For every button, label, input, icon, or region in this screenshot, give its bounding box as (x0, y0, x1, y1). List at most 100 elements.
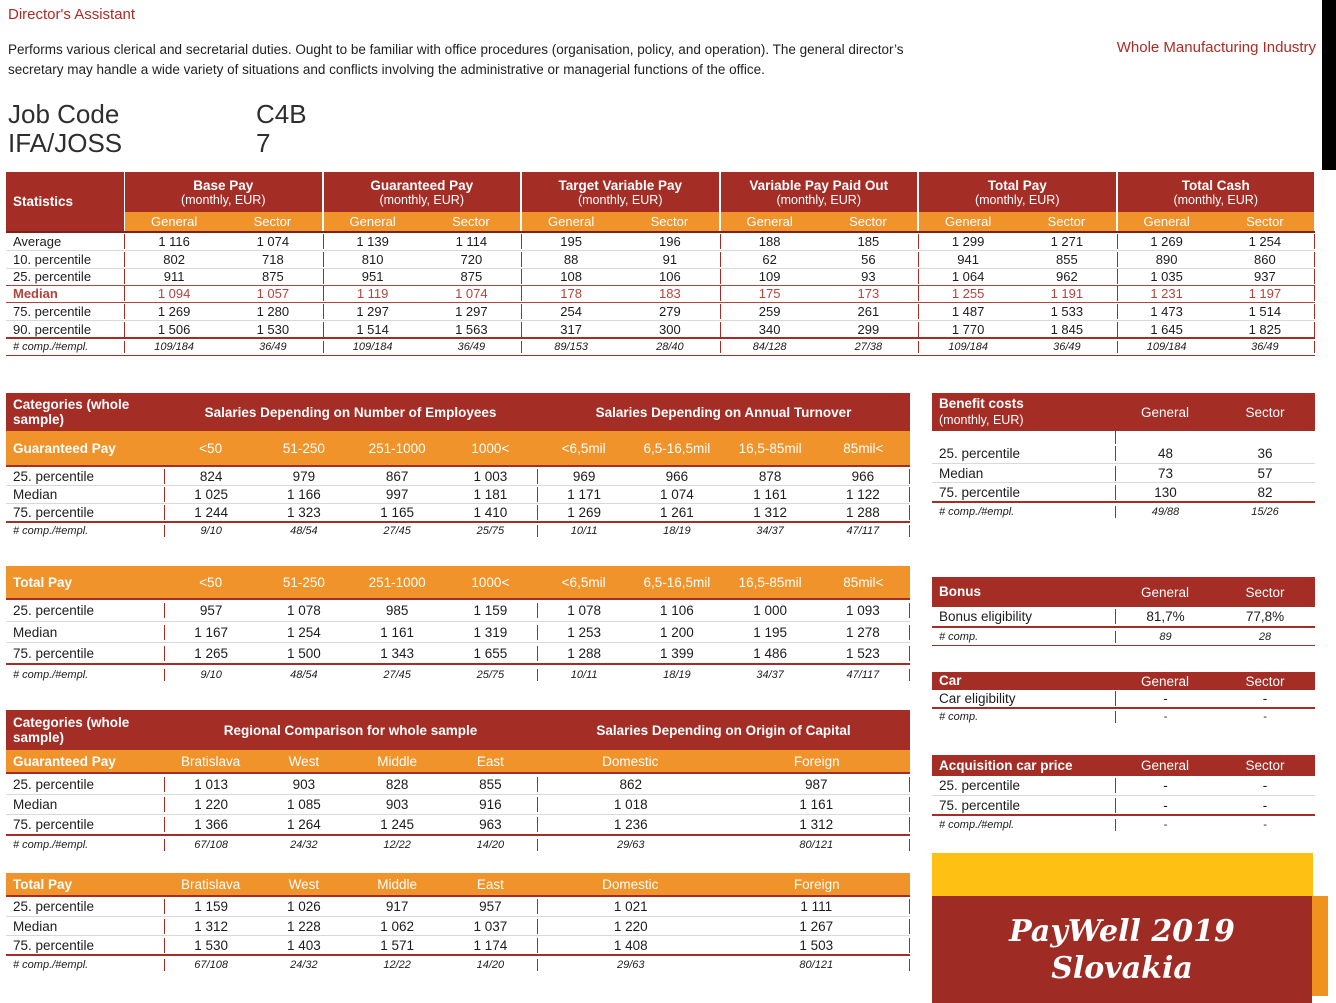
cell-value: 27/38 (854, 341, 883, 354)
cell-value: 855 (479, 776, 502, 792)
cell-value: 1 269 (124, 303, 223, 319)
job-code-value: C4B (256, 99, 307, 129)
cell-value: 1 655 (473, 645, 508, 661)
cell-value: 254 (521, 303, 620, 319)
size-turnover-total-pay-table: Total Pay <50 51-250 251-1000 1000< <6,5… (6, 566, 910, 684)
cell-value: 14/20 (476, 839, 505, 851)
cell-value: 24/32 (290, 839, 318, 851)
cell-value: 957 (479, 899, 502, 914)
logo-text-line2: Slovakia (1051, 950, 1193, 986)
cell-value: 916 (479, 797, 502, 812)
cell-value: 810 (322, 252, 422, 268)
cell-value: 951 (322, 269, 422, 285)
cell-value: 29/63 (537, 958, 724, 971)
cell-value: 62 (719, 252, 819, 268)
cell-value: 1 410 (473, 505, 508, 520)
logo-orange-strip (1312, 896, 1328, 996)
cell-value: 12/22 (383, 839, 411, 851)
table-body: 25. percentile 1 013 903 828 855 862 987 Median… (6, 772, 910, 854)
cell-value: 997 (385, 487, 409, 502)
table-footer-row: # comp./#empl. 9/10 48/54 27/45 25/75 10/11 18… (6, 663, 910, 684)
cell-value: 1 323 (286, 505, 321, 520)
cell-value: 48/54 (290, 668, 318, 681)
cell-value: 1 197 (1216, 286, 1315, 302)
column-header-row: Guaranteed Pay Bratislava West Middle Ea… (6, 750, 910, 772)
cell-value: 36/49 (1053, 341, 1081, 354)
cell-value: 1 563 (455, 321, 488, 337)
cell-value: 911 (124, 269, 223, 285)
cell-value: 1 473 (1116, 303, 1216, 319)
row-label: Median (939, 465, 984, 481)
general-sector-subheader: General Sector (125, 212, 322, 231)
cell-value: 34/37 (756, 668, 784, 681)
cell-value: 27/45 (383, 668, 411, 681)
cell-value: 9/10 (164, 668, 257, 681)
cell-value: 937 (1216, 269, 1315, 285)
bonus-title: Bonus (939, 584, 981, 599)
row-label: 75. percentile (939, 797, 1021, 813)
cell-value: 109/184 (322, 341, 422, 354)
cell-value: 867 (385, 468, 409, 484)
cell-value: 878 (758, 468, 782, 484)
job-code-label: Job Code (8, 99, 120, 129)
cell-value: 18/19 (663, 525, 691, 537)
row-label: 75. percentile (13, 505, 95, 520)
acquisition-car-price-table: Acquisition car price General Sector 25.… (932, 755, 1315, 833)
cell-value: 1 181 (473, 487, 508, 502)
cell-value: 175 (719, 286, 819, 302)
cell-value: 969 (537, 468, 630, 484)
cell-value: 109/184 (1116, 341, 1216, 354)
row-label: 75. percentile (13, 937, 95, 953)
cell-value: 29/63 (537, 839, 724, 851)
cell-value: 1 312 (753, 505, 788, 520)
table-body: 25. percentile 824 979 867 1 003 969 966 878 966… (6, 465, 910, 539)
general-sector-subheader: General Sector (522, 212, 719, 231)
cell-value: 130 (1115, 484, 1215, 500)
table-row: Car eligibility - - (932, 690, 1315, 707)
table-footer-row: # comp. 89 28 (932, 626, 1315, 645)
cell-value: 1 094 (124, 286, 223, 302)
cell-value: 1 267 (724, 918, 910, 934)
table-row: 75. percentile 130 82 (932, 482, 1315, 501)
cell-value: 1 018 (537, 797, 724, 812)
benefit-costs-subtitle: (monthly, EUR) (939, 413, 1024, 427)
cell-value: 1 021 (537, 899, 724, 914)
cell-value: 15/26 (1251, 505, 1279, 518)
table-row: 25. percentile 957 1 078 985 1 159 1 078 1 106… (6, 600, 910, 621)
header-gap (932, 431, 1315, 444)
cell-value: 1 312 (724, 817, 910, 832)
cell-value: 1 408 (537, 937, 724, 953)
statistics-header-label: Statistics (6, 172, 124, 231)
categories-header: Categories (whole sample) Regional Compa… (6, 710, 910, 750)
categories-header: Categories (whole sample) Salaries Depen… (6, 393, 910, 431)
cell-value: 109/184 (124, 341, 223, 354)
cell-value: 1 026 (286, 899, 321, 914)
cell-value: 1 037 (473, 918, 508, 934)
cell-value: 1 078 (537, 603, 630, 618)
table-row: 75. percentile 1 366 1 264 1 245 963 1 236 1 3… (6, 814, 910, 834)
row-label: Bonus eligibility (939, 609, 1033, 624)
row-label: # comp./#empl. (13, 525, 89, 537)
cell-value: 1 312 (164, 918, 257, 934)
cell-value: 340 (719, 321, 819, 337)
group-title-employees: Salaries Depending on Number of Employee… (204, 404, 497, 420)
row-label: 25. percentile (939, 446, 1021, 461)
row-label: # comp./#empl. (13, 341, 89, 354)
cell-value: 1 486 (753, 645, 788, 661)
group-title-turnover: Salaries Depending on Annual Turnover (595, 404, 852, 420)
cell-value: 963 (479, 817, 502, 832)
cell-value: 185 (857, 234, 880, 250)
cell-value: 173 (857, 286, 880, 302)
cell-value: 1 269 (537, 505, 630, 520)
row-label: 25. percentile (13, 899, 95, 914)
acquisition-title: Acquisition car price (939, 757, 1073, 773)
cell-value: 57 (1257, 465, 1273, 481)
pay-group-header-base-pay: Base Pay (monthly, EUR) (125, 172, 322, 212)
table-row: 25. percentile 1 159 1 026 917 957 1 021 1 111 (6, 897, 910, 916)
cell-value: 259 (719, 303, 819, 319)
table-row: Average 1 116 1 074 1 139 1 114 195 196 188 185 1… (6, 233, 1315, 250)
cell-value: 1 057 (256, 286, 290, 302)
cell-value: 1 114 (455, 234, 488, 250)
cell-value: 47/117 (817, 525, 910, 537)
table-footer-row: # comp./#empl. - - (932, 814, 1315, 833)
